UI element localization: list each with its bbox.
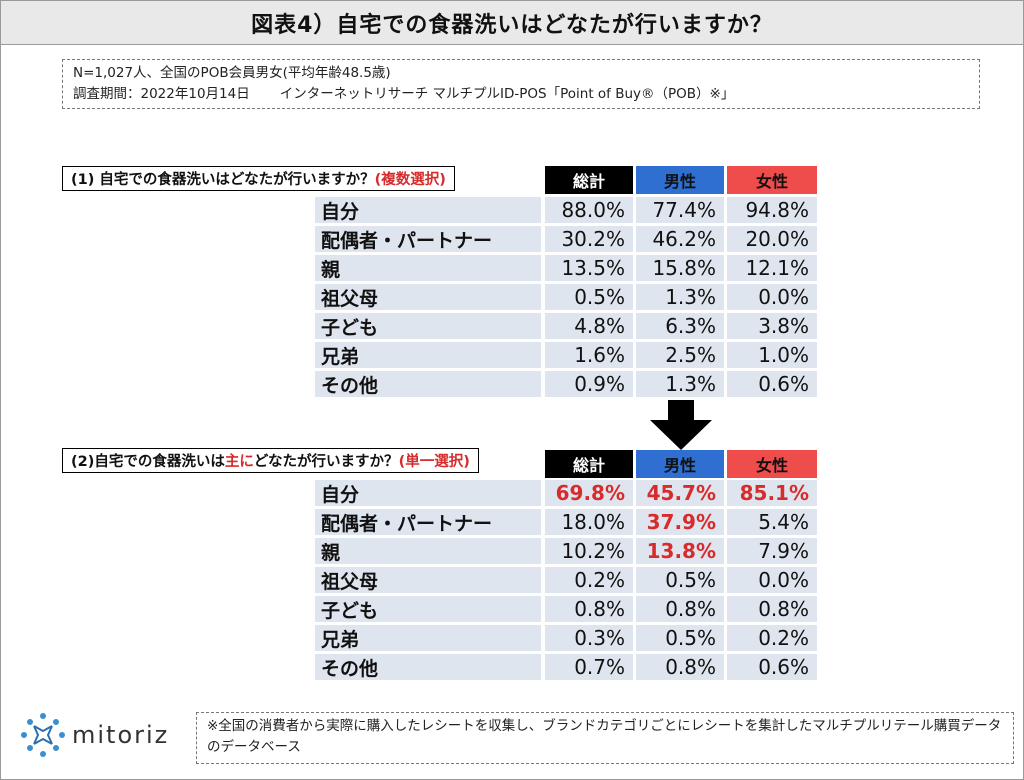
survey-info-line2: 調査期間：2022年10月14日 インターネットリサーチ マルチプルID-POS「… <box>73 84 969 105</box>
cell-male: 1.3% <box>636 284 724 310</box>
row-label: 子ども <box>315 596 541 622</box>
row-label: 自分 <box>315 480 541 506</box>
question-1-note: (複数選択) <box>374 172 446 188</box>
cell-total: 18.0% <box>545 509 633 535</box>
cell-male: 1.3% <box>636 371 724 397</box>
cell-female: 0.0% <box>727 284 817 310</box>
header-female-2: 女性 <box>727 450 817 478</box>
cell-male: 37.9% <box>636 509 724 535</box>
page-title: 図表4）自宅での食器洗いはどなたが行いますか？ <box>1 1 1023 45</box>
cell-total: 0.3% <box>545 625 633 651</box>
row-label: 子ども <box>315 313 541 339</box>
row-label: 祖父母 <box>315 284 541 310</box>
cell-total: 0.5% <box>545 284 633 310</box>
cell-female: 5.4% <box>727 509 817 535</box>
cell-female: 0.8% <box>727 596 817 622</box>
cell-male: 46.2% <box>636 226 724 252</box>
mitoriz-logo-text: mitoriz <box>72 721 170 749</box>
question-1-label: (1) 自宅での食器洗いはどなたが行いますか？ (複数選択) <box>62 166 455 191</box>
cell-female: 0.6% <box>727 654 817 680</box>
cell-male: 0.8% <box>636 654 724 680</box>
cell-total: 0.7% <box>545 654 633 680</box>
cell-total: 13.5% <box>545 255 633 281</box>
cell-total: 0.8% <box>545 596 633 622</box>
cell-total: 0.2% <box>545 567 633 593</box>
cell-male: 15.8% <box>636 255 724 281</box>
question-2-text-b: どなたが行いますか？ <box>253 454 399 470</box>
down-arrow-icon <box>650 400 712 450</box>
survey-method: インターネットリサーチ マルチプルID-POS「Point of Buy®（PO… <box>279 86 735 102</box>
cell-female: 0.2% <box>727 625 817 651</box>
cell-male: 0.5% <box>636 567 724 593</box>
cell-total: 4.8% <box>545 313 633 339</box>
row-label: 自分 <box>315 197 541 223</box>
cell-female: 1.0% <box>727 342 817 368</box>
mitoriz-logo: mitoriz <box>20 712 169 758</box>
cell-female: 0.0% <box>727 567 817 593</box>
header-total-2: 総計 <box>545 450 633 478</box>
cell-female: 20.0% <box>727 226 817 252</box>
cell-female: 85.1% <box>727 480 817 506</box>
cell-total: 10.2% <box>545 538 633 564</box>
row-label: 祖父母 <box>315 567 541 593</box>
row-label: 兄弟 <box>315 342 541 368</box>
survey-info: N=1,027人、全国のPOB会員男女(平均年齢48.5歳) 調査期間：2022… <box>62 59 980 109</box>
row-label: 配偶者・パートナー <box>315 226 541 252</box>
header-female-1: 女性 <box>727 166 817 194</box>
footnote: ※全国の消費者から実際に購入したレシートを収集し、ブランドカテゴリごとにレシート… <box>196 712 1014 764</box>
cell-male: 0.5% <box>636 625 724 651</box>
row-label: 兄弟 <box>315 625 541 651</box>
cell-total: 88.0% <box>545 197 633 223</box>
cell-male: 45.7% <box>636 480 724 506</box>
cell-female: 0.6% <box>727 371 817 397</box>
row-label: 親 <box>315 255 541 281</box>
cell-female: 12.1% <box>727 255 817 281</box>
cell-male: 13.8% <box>636 538 724 564</box>
cell-total: 30.2% <box>545 226 633 252</box>
row-label: 親 <box>315 538 541 564</box>
question-2-label: (2)自宅での食器洗いは 主に どなたが行いますか？ (単一選択) <box>62 448 479 473</box>
row-label: その他 <box>315 371 541 397</box>
survey-period: 調査期間：2022年10月14日 <box>73 86 250 102</box>
header-male-2: 男性 <box>636 450 724 478</box>
cell-total: 0.9% <box>545 371 633 397</box>
cell-male: 0.8% <box>636 596 724 622</box>
question-2-emphasis: 主に <box>224 454 254 470</box>
cell-total: 69.8% <box>545 480 633 506</box>
row-label: 配偶者・パートナー <box>315 509 541 535</box>
question-1-text: (1) 自宅での食器洗いはどなたが行いますか？ <box>71 172 375 188</box>
question-2-text-a: (2)自宅での食器洗いは <box>71 454 225 470</box>
row-label: その他 <box>315 654 541 680</box>
cell-total: 1.6% <box>545 342 633 368</box>
header-total-1: 総計 <box>545 166 633 194</box>
header-male-1: 男性 <box>636 166 724 194</box>
cell-female: 7.9% <box>727 538 817 564</box>
cell-female: 94.8% <box>727 197 817 223</box>
cell-male: 6.3% <box>636 313 724 339</box>
mitoriz-logo-icon <box>21 713 65 757</box>
question-2-note: (単一選択) <box>398 454 470 470</box>
cell-male: 77.4% <box>636 197 724 223</box>
survey-info-line1: N=1,027人、全国のPOB会員男女(平均年齢48.5歳) <box>73 65 391 81</box>
cell-female: 3.8% <box>727 313 817 339</box>
cell-male: 2.5% <box>636 342 724 368</box>
